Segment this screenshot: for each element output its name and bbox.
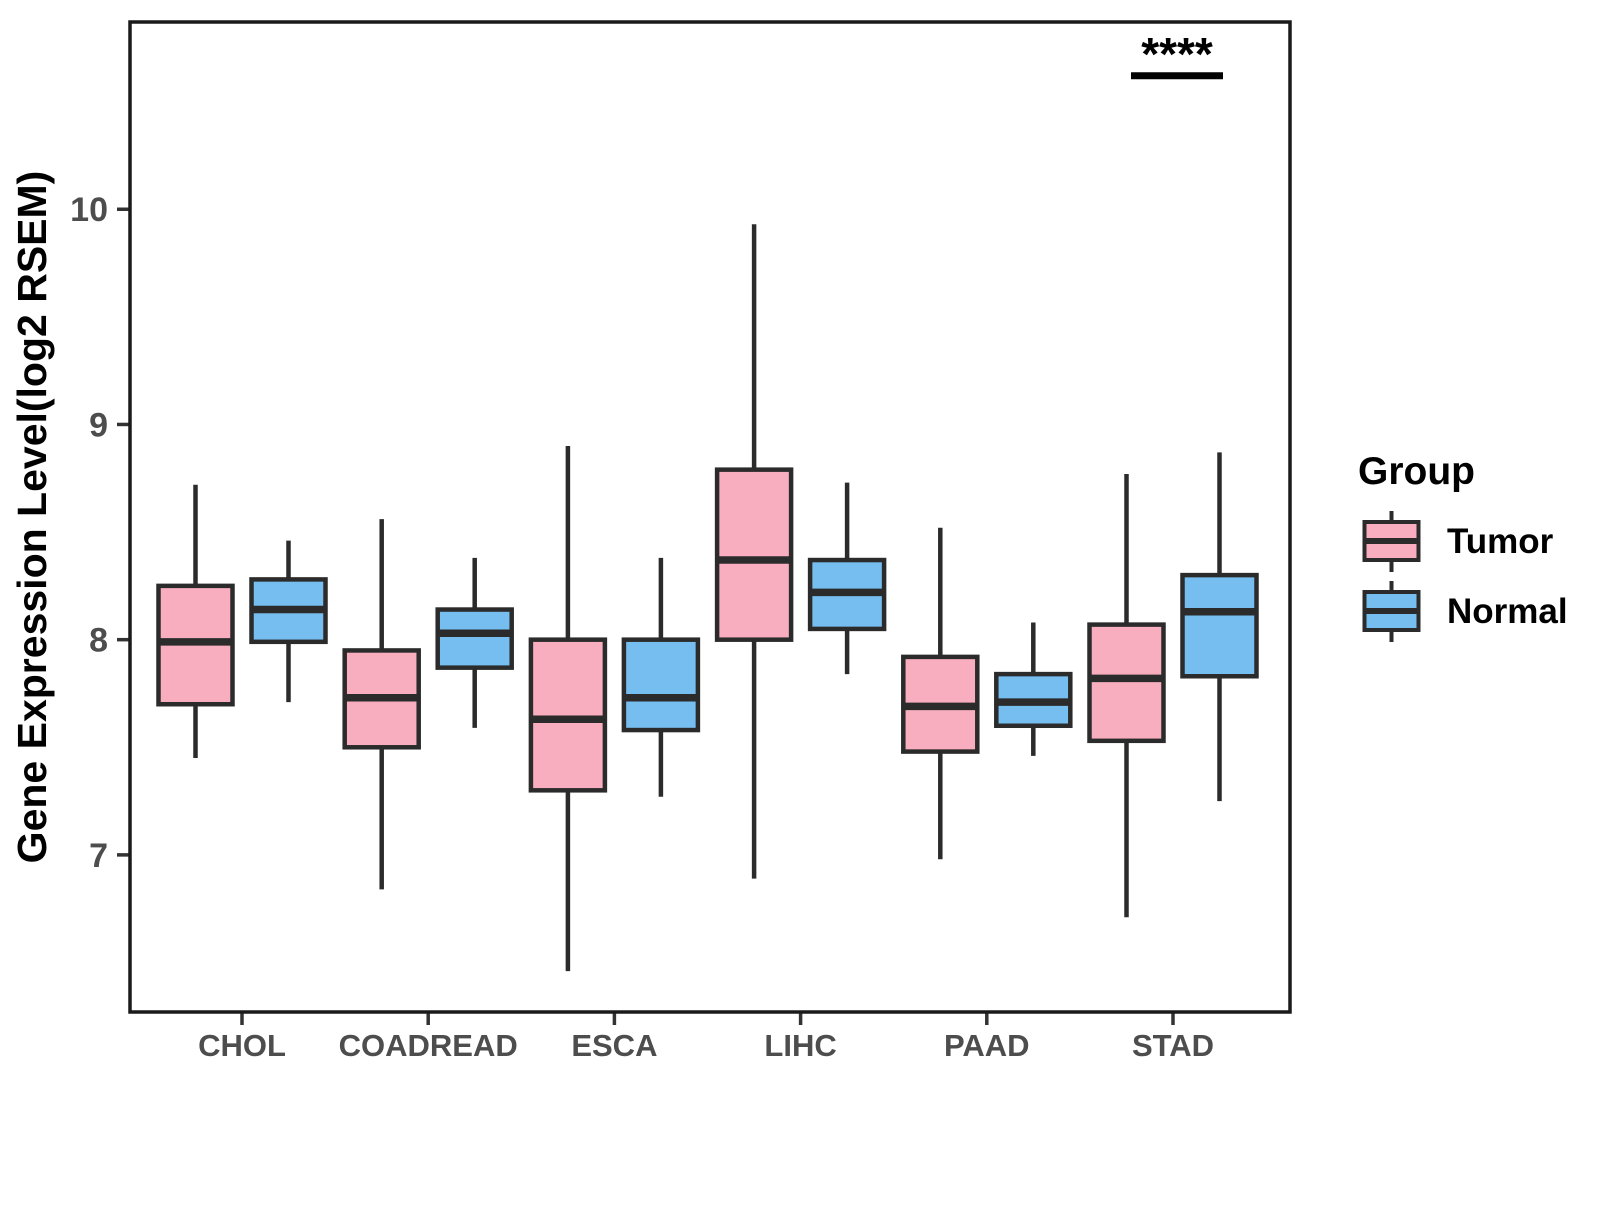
legend-title: Group: [1358, 450, 1475, 493]
iqr-box: [621, 637, 701, 733]
boxplot-ESCA-Tumor: [528, 445, 608, 972]
boxplot-COADREAD-Normal: [435, 557, 514, 728]
boxplot-COADREAD-Tumor: [342, 519, 421, 890]
boxplot-CHOL-Normal: [249, 540, 328, 703]
y-axis-tick-label: 8: [89, 622, 108, 660]
y-axis-tick-label: 10: [70, 191, 108, 229]
legend-entry-normal: Normal: [1362, 581, 1568, 642]
boxplot-STAD-Normal: [1180, 452, 1259, 802]
x-axis-category-label: LIHC: [764, 1028, 836, 1063]
x-axis-category-label: ESCA: [571, 1028, 657, 1063]
iqr-box: [1087, 622, 1166, 744]
iqr-box: [435, 607, 514, 670]
legend-entry-tumor: Tumor: [1362, 511, 1554, 572]
boxplot-CHOL-Tumor: [156, 484, 235, 759]
y-axis-tick-label: 7: [89, 837, 108, 875]
legend-entry-label: Tumor: [1447, 522, 1554, 561]
legend-entry-label: Normal: [1447, 592, 1568, 631]
boxplot-LIHC-Tumor: [714, 224, 794, 879]
iqr-box: [1180, 572, 1259, 679]
significance-stars: ****: [1141, 28, 1213, 80]
y-axis-title: Gene Expression Level(log2 RSEM): [9, 171, 55, 864]
panel-border: [128, 20, 1292, 1014]
x-axis-category-label: CHOL: [198, 1028, 286, 1063]
boxplot-STAD-Tumor: [1087, 473, 1166, 918]
iqr-box: [714, 467, 794, 642]
boxplot-ESCA-Normal: [621, 557, 701, 797]
x-axis-category-label: STAD: [1132, 1028, 1214, 1063]
boxplot-LIHC-Normal: [807, 482, 887, 675]
boxplot-PAAD-Normal: [994, 622, 1073, 756]
boxplot-PAAD-Tumor: [901, 527, 980, 860]
x-axis-category-label: PAAD: [944, 1028, 1030, 1063]
x-axis-category-label: COADREAD: [339, 1028, 518, 1063]
y-axis-tick-label: 9: [89, 406, 108, 444]
iqr-box: [528, 637, 608, 793]
